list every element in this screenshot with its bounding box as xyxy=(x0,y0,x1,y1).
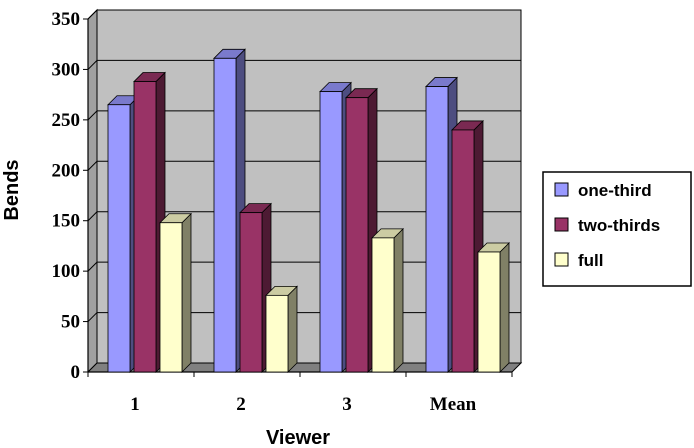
bar xyxy=(239,202,272,373)
bar-front xyxy=(213,57,237,373)
bar-side xyxy=(287,285,298,373)
y-tick-label: 100 xyxy=(52,261,81,282)
bars xyxy=(107,48,510,373)
bar-front xyxy=(107,104,131,373)
legend-label: full xyxy=(578,251,604,270)
x-tick-label: 2 xyxy=(236,394,246,415)
y-tick-label: 350 xyxy=(52,9,81,30)
bar-front xyxy=(425,86,449,373)
gridline xyxy=(87,160,521,171)
legend-label: one-third xyxy=(578,181,652,200)
bar xyxy=(159,212,192,373)
legend-swatch xyxy=(554,252,569,267)
legend-swatch xyxy=(554,182,569,197)
bar xyxy=(265,285,298,373)
legend: one-third two-thirds full xyxy=(542,171,692,287)
bar-side xyxy=(499,242,510,373)
bar-front xyxy=(371,237,395,373)
y-tick-label: 300 xyxy=(52,59,81,80)
legend-swatch xyxy=(554,217,569,232)
y-tick-label: 50 xyxy=(61,312,80,333)
bar xyxy=(477,242,510,373)
gridline xyxy=(87,9,521,20)
gridline xyxy=(87,211,521,222)
x-tick-labels: 1 2 3 Mean xyxy=(130,394,476,415)
y-tick-label: 200 xyxy=(52,160,81,181)
bar-front xyxy=(159,222,183,373)
y-tick-label: 150 xyxy=(52,211,81,232)
bar-front xyxy=(477,251,501,373)
gridline xyxy=(87,59,521,70)
bar-front xyxy=(451,129,475,373)
bar xyxy=(451,119,484,373)
y-tick-label: 250 xyxy=(52,110,81,131)
legend-label: two-thirds xyxy=(578,216,660,235)
y-tick-label: 0 xyxy=(71,362,81,383)
x-tick-label: Mean xyxy=(430,394,477,415)
y-axis-title: Bends xyxy=(1,159,23,220)
gridlines xyxy=(87,9,521,322)
bar xyxy=(371,227,404,373)
gridline xyxy=(87,110,521,121)
bar-front xyxy=(133,81,157,373)
bar-front xyxy=(345,97,369,373)
x-axis-title: Viewer xyxy=(266,427,330,448)
bar-side xyxy=(181,212,192,373)
x-tick-label: 1 xyxy=(130,394,140,415)
bar-front xyxy=(319,91,343,373)
bar-side xyxy=(393,227,404,373)
y-tick-labels: 0 50 100 150 200 250 300 350 xyxy=(52,9,81,383)
bar-front xyxy=(265,294,289,373)
x-tick-label: 3 xyxy=(342,394,352,415)
bar-front xyxy=(239,212,263,373)
